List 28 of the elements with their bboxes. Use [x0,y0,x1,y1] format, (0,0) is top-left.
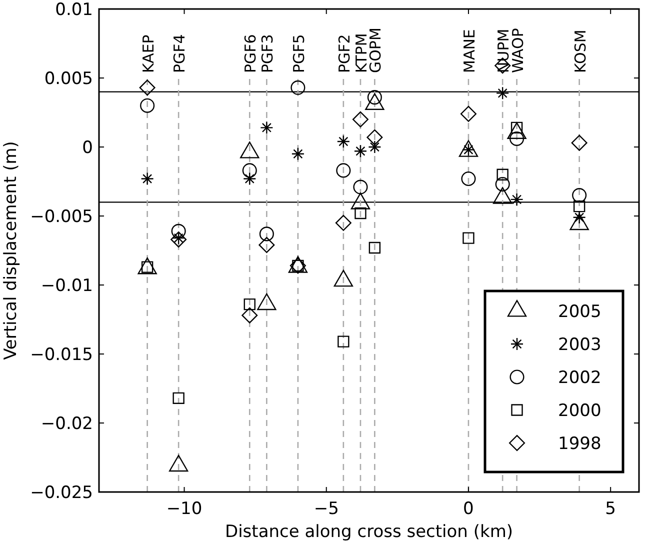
x-tick-label: −5 [314,499,339,519]
y-tick-label: −0.01 [40,276,93,296]
x-axis-title: Distance along cross section (km) [224,522,514,542]
legend-label: 2005 [558,302,602,322]
y-tick-label: −0.005 [30,207,93,227]
legend-label: 2003 [558,335,602,355]
legend-label: 2002 [558,368,602,388]
ref-line-label: PGF4 [170,34,189,73]
ref-line-label: PGF5 [290,34,308,73]
y-tick-label: −0.025 [30,483,93,503]
y-tick-label: 0 [82,138,93,158]
x-tick-label: −10 [166,499,202,519]
legend-label: 2000 [558,401,602,421]
legend-label: 1998 [558,434,602,454]
y-axis-title: Vertical displacement (m) [1,141,21,360]
x-tick-label: 5 [605,499,616,519]
y-tick-label: −0.015 [30,345,93,365]
ref-line-label: MANE [460,29,478,73]
y-tick-label: 0.005 [44,69,93,89]
y-tick-label: −0.02 [40,414,93,434]
ref-line-label: KOSM [571,30,590,73]
ref-line-label: PGF3 [258,34,277,73]
ref-line-label: PGF6 [242,34,260,73]
x-tick-label: 0 [463,499,474,519]
y-tick-label: 0.01 [55,0,93,20]
ref-line-label: KAEP [139,34,158,73]
ref-line-label: WAOP [508,28,527,73]
ref-line-label: PGF2 [335,34,354,73]
